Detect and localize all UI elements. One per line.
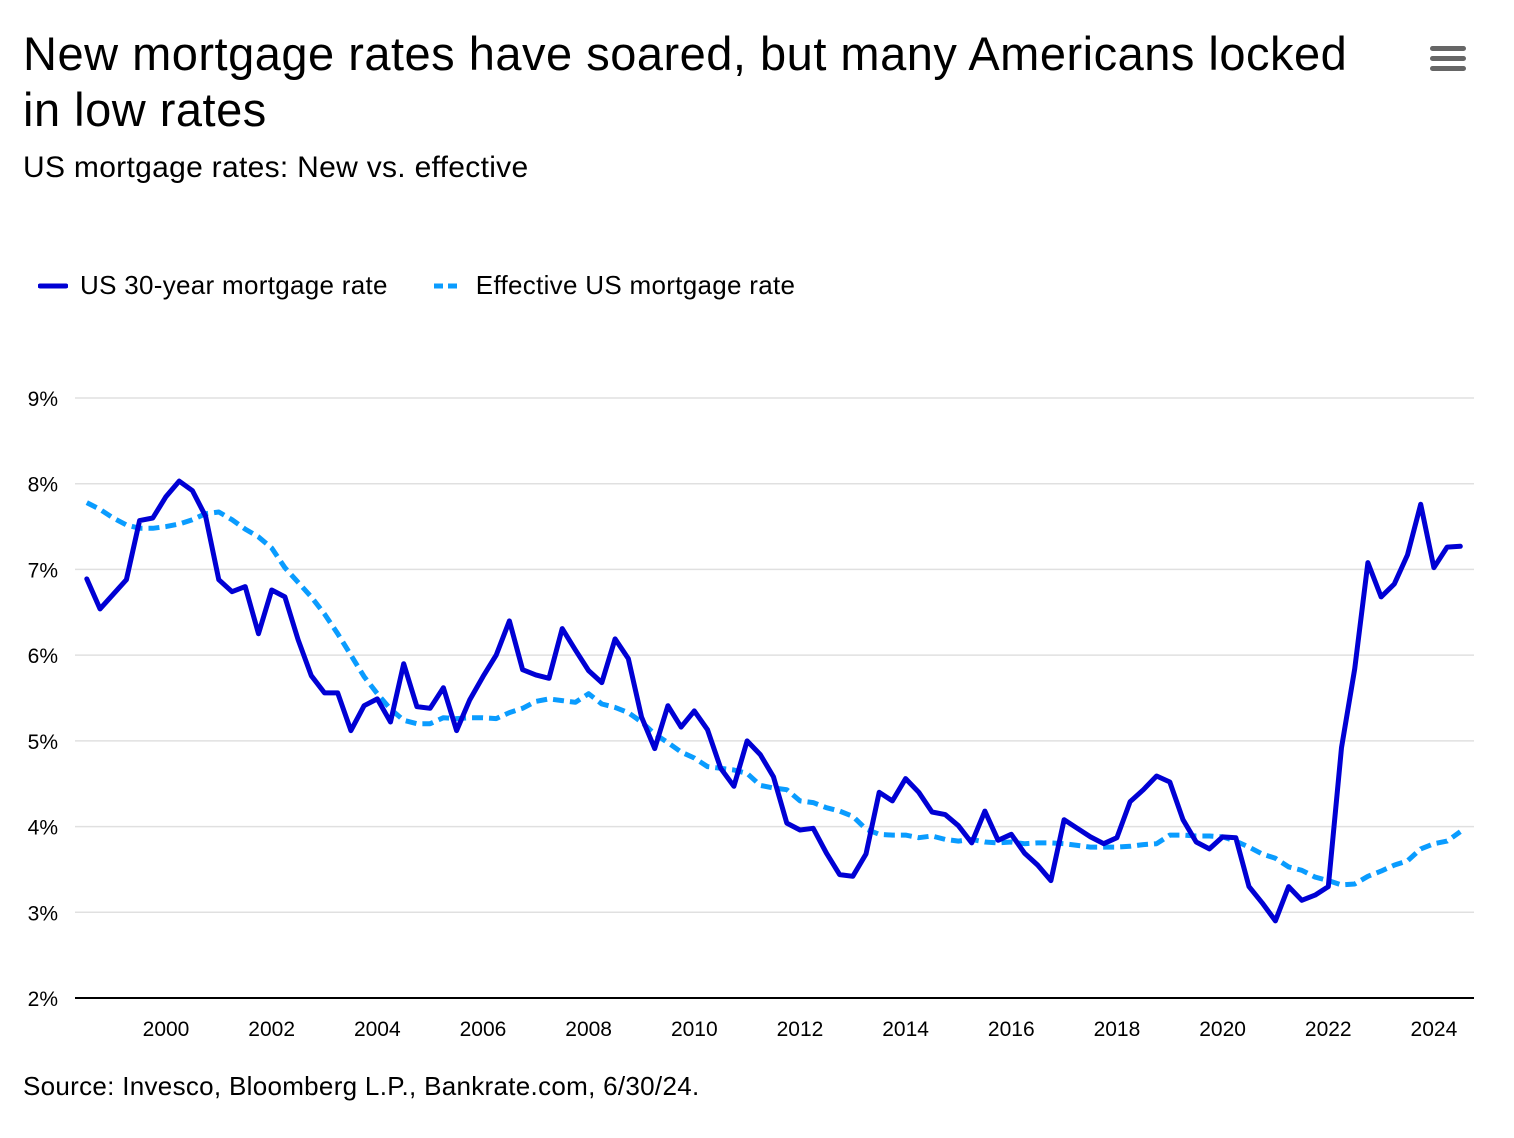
x-tick-label: 2002 <box>248 1018 295 1041</box>
x-tick-label: 2022 <box>1305 1018 1352 1041</box>
x-tick-label: 2020 <box>1199 1018 1246 1041</box>
legend-item-effective[interactable]: Effective US mortgage rate <box>432 270 795 301</box>
x-tick-label: 2004 <box>354 1018 401 1041</box>
x-tick-label: 2016 <box>988 1018 1035 1041</box>
chart-title: New mortgage rates have soared, but many… <box>23 27 1348 136</box>
legend-item-30-year[interactable]: US 30-year mortgage rate <box>38 270 388 301</box>
x-tick-label: 2018 <box>1094 1018 1141 1041</box>
x-tick-label: 2024 <box>1411 1018 1458 1041</box>
legend-label: US 30-year mortgage rate <box>80 270 388 300</box>
solid-line-swatch-icon <box>38 283 68 288</box>
hamburger-menu-icon[interactable] <box>1430 46 1466 74</box>
y-tick-label: 4% <box>28 817 58 840</box>
y-tick-label: 3% <box>28 902 58 925</box>
dashed-line-swatch-icon <box>433 283 462 288</box>
x-tick-label: 2008 <box>565 1018 612 1041</box>
x-tick-label: 2000 <box>143 1018 190 1041</box>
30-year-rate-line <box>84 478 1463 924</box>
source-note: Source: Invesco, Bloomberg L.P., Bankrat… <box>23 1071 700 1101</box>
x-tick-label: 2010 <box>671 1018 718 1041</box>
x-tick-label: 2012 <box>777 1018 824 1041</box>
y-tick-label: 2% <box>28 988 58 1011</box>
y-tick-label: 9% <box>28 388 58 411</box>
chart-subtitle: US mortgage rates: New vs. effective <box>23 151 529 184</box>
y-tick-label: 5% <box>28 731 58 754</box>
x-tick-label: 2014 <box>882 1018 929 1041</box>
y-tick-label: 8% <box>28 474 58 497</box>
legend-label: Effective US mortgage rate <box>475 270 796 300</box>
effective-rate-line <box>85 500 1462 888</box>
y-tick-label: 6% <box>28 645 58 668</box>
x-tick-label: 2006 <box>460 1018 507 1041</box>
y-tick-label: 7% <box>28 559 58 582</box>
legend: US 30-year mortgage rate Effective US mo… <box>38 270 795 301</box>
